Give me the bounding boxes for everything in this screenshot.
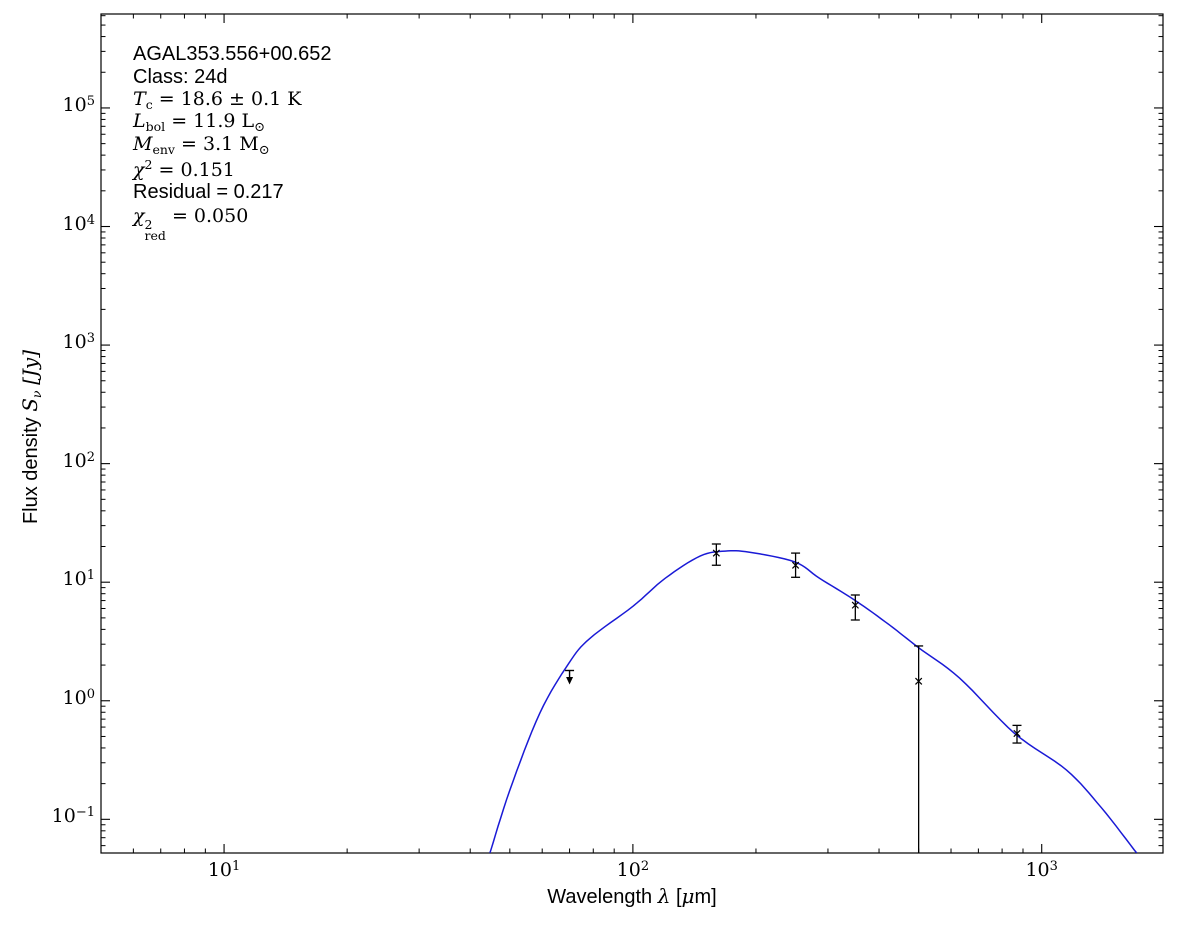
temperature-line: Tc = 18.6 ± 0.1 K [133,88,302,112]
mass-value: = 3.1 [181,133,234,155]
y-axis-label: Flux density Sν [Jy] [18,349,44,525]
sun-symbol: ⊙ [258,143,270,158]
axis-frame [100,13,1164,854]
x-tick-label: 101 [207,859,241,881]
temperature-value: = 18.6 ± 0.1 K [158,88,302,110]
chi2red-line: χ 2 red = 0.050 [133,205,249,243]
model-curve [489,549,1138,853]
y-tick-label: 10−1 [51,805,95,828]
data-point-marker [851,601,859,609]
data-point-marker [712,549,720,557]
chi2-line: χ2 = 0.151 [133,157,235,181]
chi-symbol: χ [133,205,145,227]
x-axis-label: Wavelength λ [μm] [547,884,717,908]
mass-line: Menv = 3.1 M⊙ [133,133,270,158]
mass-symbol: M [133,133,153,155]
data-point-marker [791,561,800,569]
source-name: AGAL353.556+00.652 [133,43,332,65]
chi-symbol: χ [133,159,145,181]
luminosity-line: Lbol = 11.9 L⊙ [133,110,266,135]
residual-line: Residual = 0.217 [133,181,284,203]
data-point-marker [915,677,923,685]
y-tick-label: 105 [62,93,95,116]
mu-symbol: μ [681,884,695,908]
upper-limit-arrow [566,676,574,685]
luminosity-value: = 11.9 [171,110,236,132]
sun-symbol: ⊙ [254,120,266,135]
nu-symbol: ν [29,390,44,399]
luminosity-symbol: L [133,110,146,132]
y-tick-label: 101 [62,568,95,591]
lambda-symbol: λ [657,884,671,908]
y-tick-label: 102 [62,449,95,472]
chi2red-value: = 0.050 [171,205,249,227]
temperature-symbol: T [133,88,146,110]
x-tick-label: 102 [616,859,650,881]
flux-symbol: S [18,398,42,412]
y-tick-label: 104 [62,212,95,235]
y-tick-label: 100 [62,686,95,709]
y-tick-label: 103 [62,331,95,354]
x-tick-label: 103 [1025,859,1058,881]
class-label: Class: 24d [133,66,228,88]
chi2-value: = 0.151 [158,159,235,181]
data-point-marker [1013,729,1021,738]
